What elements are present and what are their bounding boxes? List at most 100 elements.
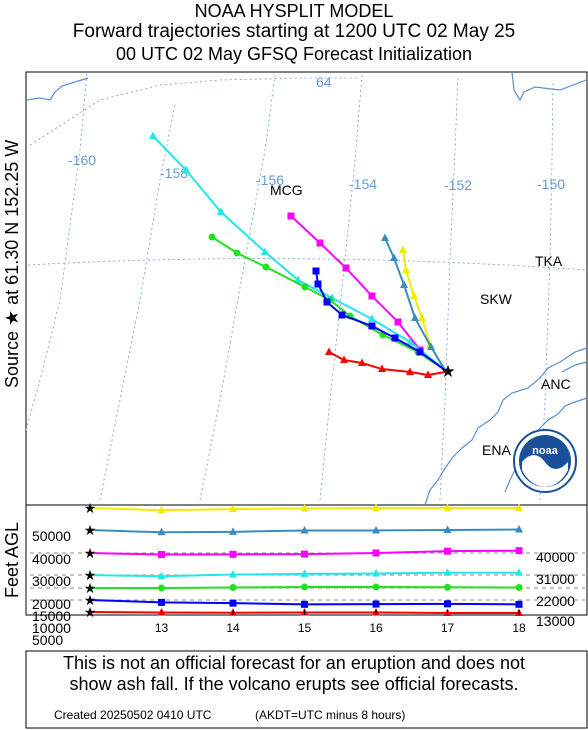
trajectory-marker-magenta — [368, 292, 376, 300]
height-x-ticks: 13 14 15 16 17 18 — [155, 610, 526, 635]
x-tick-label: 17 — [441, 621, 455, 635]
grid-label: -160 — [68, 152, 96, 168]
notice-frame — [25, 650, 588, 729]
grid-lon-160 — [25, 71, 88, 431]
coast-northeast — [511, 71, 587, 102]
trajectory-marker-red — [378, 364, 386, 372]
trajectory-marker-cyan — [406, 337, 414, 345]
trajectory-marker-green — [233, 249, 241, 257]
height-marker-green — [515, 583, 523, 591]
height-source-star: ★ — [84, 522, 97, 538]
height-left-label: 10000 — [32, 620, 71, 636]
disclaimer-line-2: show ash fall. If the volcano erupts see… — [69, 674, 519, 694]
trajectory-marker-cyan — [217, 207, 225, 215]
height-right-label: 40000 — [536, 549, 575, 565]
grid-label: -158 — [160, 165, 188, 181]
height-marker-blue — [301, 600, 308, 608]
trajectory-marker-red — [406, 367, 414, 375]
x-tick-label: 13 — [155, 621, 169, 635]
height-right-labels: 40000 31000 22000 13000 — [536, 549, 575, 629]
height-marker-steelblue — [515, 525, 523, 533]
height-marker-steelblue — [229, 527, 237, 535]
place-label: ENA — [482, 442, 511, 458]
grid-labels: -160 -158 -156 -154 -152 -150 64 — [68, 74, 565, 193]
place-label: SKW — [480, 291, 513, 307]
disclaimer-line-1: This is not an official forecast for an … — [63, 653, 525, 673]
logo-wave — [522, 455, 568, 487]
coast-northwest — [25, 77, 89, 101]
trajectory-marker-magenta — [342, 264, 350, 272]
height-source-star: ★ — [84, 604, 97, 620]
height-panel-frame — [25, 504, 588, 616]
grid-label: -152 — [444, 177, 472, 193]
height-marker-yellow — [443, 503, 452, 511]
height-marker-green — [158, 584, 165, 592]
trajectory-marker-red — [325, 347, 333, 355]
coast-cook-inlet-west — [424, 347, 588, 506]
height-right-label: 13000 — [536, 613, 575, 629]
trajectory-marker-blue — [368, 322, 376, 330]
trajectory-marker-steelblue — [400, 280, 408, 288]
logo-text: noaa — [532, 445, 559, 457]
height-source-star: ★ — [84, 545, 97, 561]
x-tick-label: 15 — [298, 621, 312, 635]
created-timestamp: Created 20250502 0410 UTC — [54, 708, 212, 722]
forecast-init-subtitle: 00 UTC 02 May GFSQ Forecast Initializati… — [115, 44, 473, 64]
trajectory-marker-blue — [338, 311, 346, 319]
trajectory-marker-blue — [312, 267, 320, 275]
trajectory-marker-cyan — [368, 314, 376, 322]
height-marker-yellow — [300, 503, 309, 512]
height-marker-magenta — [372, 549, 380, 557]
grid-lat-62 — [27, 258, 588, 271]
trajectory-marker-blue — [323, 298, 331, 306]
grid-label: -156 — [256, 172, 284, 188]
trajectory-title: Forward trajectories starting at 1200 UT… — [72, 21, 516, 42]
trajectory-marker-blue — [391, 334, 399, 342]
height-marker-cyan — [372, 568, 380, 577]
grid-lat-64 — [29, 77, 360, 146]
height-right-label: 31000 — [536, 571, 575, 587]
trajectory-marker-red — [358, 358, 366, 366]
trajectory-marker-green — [301, 283, 309, 291]
height-marker-yellow — [229, 504, 237, 513]
place-label: MCG — [270, 182, 303, 198]
height-marker-magenta — [444, 547, 451, 555]
place-label: ANC — [541, 376, 571, 392]
height-right-label: 22000 — [536, 593, 575, 609]
x-tick-label: 18 — [512, 621, 526, 635]
place-labels: MCG TKA SKW ANC ENA — [270, 182, 571, 458]
height-layer: ★★★★★★★ — [30, 500, 585, 620]
height-marker-steelblue — [443, 525, 452, 533]
trajectory-marker-steelblue — [411, 313, 419, 321]
trajectory-marker-steelblue — [427, 342, 435, 350]
trajectory-marker-magenta — [287, 212, 295, 220]
height-marker-steelblue — [372, 525, 380, 534]
trajectory-marker-blue — [416, 348, 424, 356]
grid-label: 64 — [316, 74, 332, 90]
height-source-star: ★ — [84, 592, 97, 608]
trajectory-marker-steelblue — [390, 253, 398, 261]
trajectory-marker-red — [340, 355, 348, 363]
height-marker-magenta — [301, 550, 308, 558]
trajectory-marker-blue — [314, 280, 322, 288]
trajectory-steelblue — [384, 237, 446, 371]
height-marker-cyan — [229, 570, 237, 578]
grid-lon-158 — [99, 104, 176, 501]
trajectory-marker-magenta — [394, 318, 402, 326]
place-label: TKA — [535, 253, 563, 269]
trajectory-marker-green — [208, 233, 216, 241]
height-marker-magenta — [515, 547, 523, 555]
height-marker-blue — [372, 600, 380, 608]
trajectory-marker-cyan — [294, 275, 302, 283]
height-marker-cyan — [443, 568, 452, 576]
height-left-label: 40000 — [32, 551, 71, 567]
height-marker-cyan — [300, 569, 309, 577]
grid-label: -150 — [537, 176, 565, 192]
noaa-logo: noaa — [513, 429, 577, 493]
height-source-star: ★ — [84, 580, 97, 596]
grid-lon-152 — [439, 74, 459, 501]
height-left-label: 50000 — [32, 528, 71, 544]
height-left-label: 5000 — [32, 632, 63, 648]
height-marker-green — [372, 583, 380, 591]
trajectory-marker-cyan — [182, 165, 190, 173]
